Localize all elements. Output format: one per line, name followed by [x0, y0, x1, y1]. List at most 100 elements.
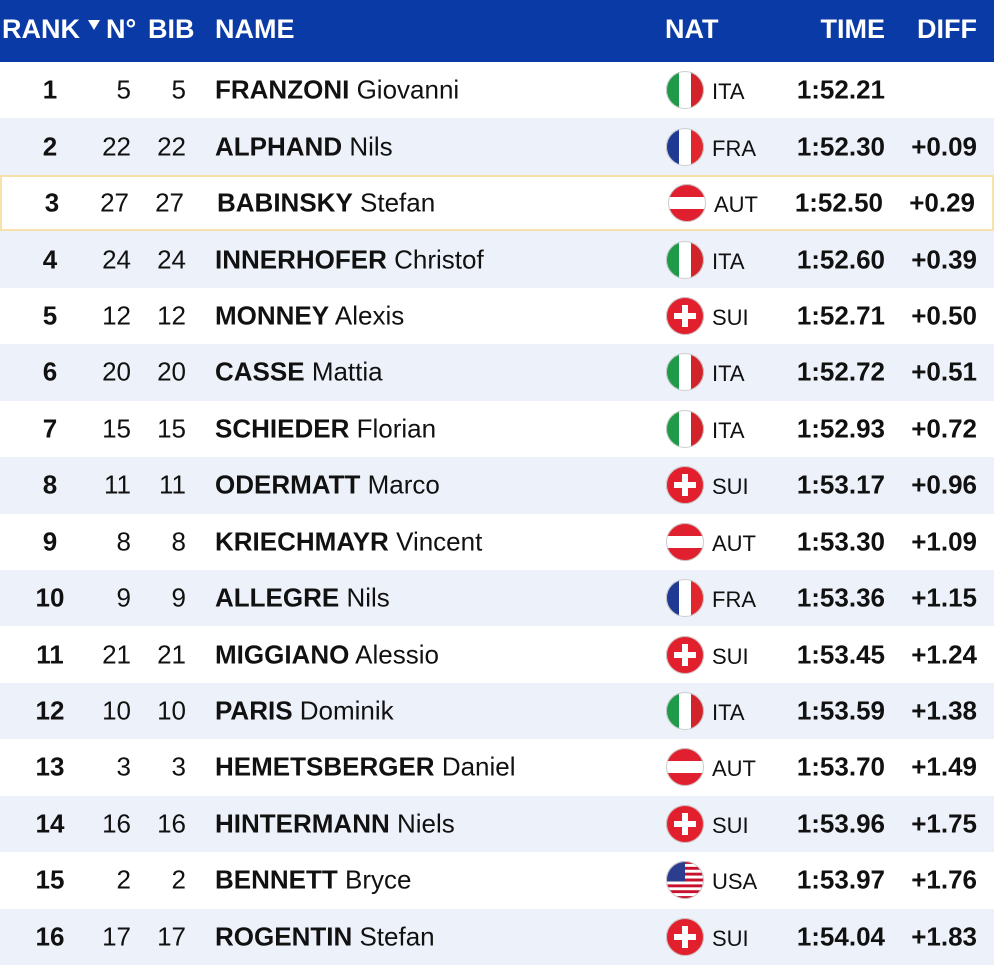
flag-part — [666, 761, 704, 774]
flag-part — [666, 535, 704, 548]
athlete-name: INNERHOFER Christof — [215, 244, 484, 275]
last-name: SCHIEDER — [215, 413, 350, 444]
flag-part — [679, 579, 691, 618]
athlete-name: MONNEY Alexis — [215, 300, 404, 331]
flag — [666, 861, 704, 900]
flag-body — [666, 296, 704, 335]
result-row[interactable]: 5 12 12 MONNEY Alexis SUI 1:52.71 +0.50 — [0, 288, 994, 344]
bib: 3 — [171, 751, 186, 782]
flag-rim — [668, 184, 706, 223]
last-name: ALPHAND — [215, 131, 343, 162]
bib: 15 — [157, 413, 186, 444]
rank: 8 — [42, 469, 58, 500]
bib: 21 — [157, 639, 186, 670]
nation: ITA — [712, 79, 745, 105]
rank: 7 — [42, 413, 58, 444]
nation: AUT — [712, 756, 756, 782]
flag — [666, 240, 704, 279]
header-name[interactable]: NAME — [215, 14, 295, 44]
time: 1:52.50 — [794, 187, 883, 218]
nation: SUI — [712, 304, 749, 330]
rank: 1 — [42, 74, 58, 105]
last-name: BENNETT — [215, 864, 338, 895]
last-name: MIGGIANO — [215, 639, 350, 670]
nation: SUI — [712, 474, 749, 500]
first-name: Bryce — [345, 864, 412, 895]
first-name: Niels — [397, 808, 455, 839]
header-diff[interactable]: DIFF — [917, 14, 977, 44]
result-row[interactable]: 7 15 15 SCHIEDER Florian ITA 1:52.93 +0.72 — [0, 401, 994, 457]
rank: 3 — [44, 187, 60, 218]
diff: +0.29 — [909, 187, 975, 218]
result-row[interactable]: 10 9 9 ALLEGRE Nils FRA 1:53.36 +1.15 — [0, 569, 994, 627]
rank: 2 — [42, 131, 58, 162]
time: 1:52.72 — [796, 356, 885, 387]
athlete-name: BENNETT Bryce — [215, 865, 411, 896]
bib: 11 — [159, 469, 186, 500]
flag-body — [666, 466, 704, 505]
rank: 9 — [42, 526, 58, 557]
header-nat[interactable]: NAT — [665, 14, 719, 44]
diff: +0.39 — [911, 244, 977, 275]
rank: 10 — [35, 582, 65, 613]
last-name: MONNEY — [215, 300, 330, 331]
last-name: HEMETSBERGER — [215, 751, 435, 782]
result-row[interactable]: 6 20 20 CASSE Mattia ITA 1:52.72 +0.51 — [0, 344, 994, 401]
header-time[interactable]: TIME — [820, 14, 886, 44]
athlete-name: KRIECHMAYR Vincent — [215, 526, 482, 557]
diff: +1.76 — [911, 864, 977, 895]
last-name: ROGENTIN — [215, 921, 353, 952]
diff: +1.38 — [911, 695, 977, 726]
flag-part — [666, 884, 704, 888]
nation: ITA — [712, 417, 745, 443]
flag-part — [666, 890, 704, 894]
result-row[interactable]: 9 8 8 KRIECHMAYR Vincent AUT 1:53.30 +1.09 — [0, 514, 994, 570]
start-number: 10 — [102, 695, 131, 726]
first-name: Mattia — [311, 356, 383, 387]
result-row[interactable]: 15 2 2 BENNETT Bryce USA 1:53.97 +1.76 — [0, 852, 994, 908]
time: 1:53.96 — [796, 808, 885, 839]
result-row[interactable]: 12 10 10 PARIS Dominik ITA 1:53.59 +1.38 — [0, 682, 994, 740]
result-row[interactable]: 8 11 11 ODERMATT Marco SUI 1:53.17 +0.96 — [0, 457, 994, 514]
flag-part — [679, 692, 691, 731]
diff: +1.24 — [911, 639, 977, 670]
bib: 10 — [157, 695, 186, 726]
result-row[interactable]: 4 24 24 INNERHOFER Christof ITA 1:52.60 +0.39 — [0, 231, 994, 288]
result-row[interactable]: 11 21 21 MIGGIANO Alessio SUI 1:53.45 +1.24 — [0, 626, 994, 682]
flag-body — [666, 861, 704, 900]
flag-part — [666, 881, 704, 885]
first-name: Nils — [346, 582, 390, 613]
result-row[interactable]: 16 17 17 ROGENTIN Stefan SUI 1:54.04 +1.83 — [0, 908, 994, 965]
flag-body — [666, 635, 704, 674]
rank: 11 — [36, 639, 64, 670]
result-row[interactable]: 14 16 16 HINTERMANN Niels SUI 1:53.96 +1.75 — [0, 795, 994, 853]
result-row[interactable]: 1 5 5 FRANZONI Giovanni ITA 1:52.21 — [0, 62, 994, 118]
rank: 6 — [42, 356, 58, 387]
time: 1:52.21 — [796, 74, 885, 105]
rank: 14 — [35, 808, 65, 839]
bib: 16 — [157, 808, 186, 839]
table-header: RANK N° BIB NAME NAT TIME DIFF — [0, 0, 994, 62]
athlete-name: FRANZONI Giovanni — [215, 75, 459, 106]
result-row[interactable]: 3 27 27 BABINSKY Stefan AUT 1:52.50 +0.29 — [0, 174, 994, 232]
result-row[interactable]: 13 3 3 HEMETSBERGER Daniel AUT 1:53.70 +1.49 — [0, 739, 994, 795]
flag — [666, 353, 704, 392]
first-name: Daniel — [441, 751, 516, 782]
flag — [668, 184, 706, 223]
diff: +0.72 — [911, 413, 977, 444]
flag-part — [679, 240, 691, 279]
diff: +1.75 — [911, 808, 977, 839]
flag-part — [674, 482, 696, 489]
header-rank[interactable]: RANK — [2, 14, 80, 44]
header-bib[interactable]: BIB — [148, 14, 195, 44]
athlete-name: MIGGIANO Alessio — [215, 639, 439, 670]
diff: +0.96 — [911, 469, 977, 500]
start-number: 5 — [116, 74, 131, 105]
start-number: 24 — [102, 244, 131, 275]
flag-part — [674, 933, 696, 940]
result-row[interactable]: 2 22 22 ALPHAND Nils FRA 1:52.30 +0.09 — [0, 118, 994, 175]
header-no[interactable]: N° — [106, 14, 137, 44]
start-number: 8 — [116, 526, 131, 557]
flag-part — [679, 127, 691, 166]
first-name: Florian — [356, 413, 437, 444]
